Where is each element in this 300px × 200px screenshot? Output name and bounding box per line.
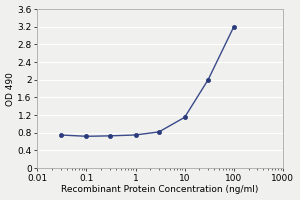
Y-axis label: OD 490: OD 490 bbox=[6, 72, 15, 106]
X-axis label: Recombinant Protein Concentration (ng/ml): Recombinant Protein Concentration (ng/ml… bbox=[61, 185, 259, 194]
